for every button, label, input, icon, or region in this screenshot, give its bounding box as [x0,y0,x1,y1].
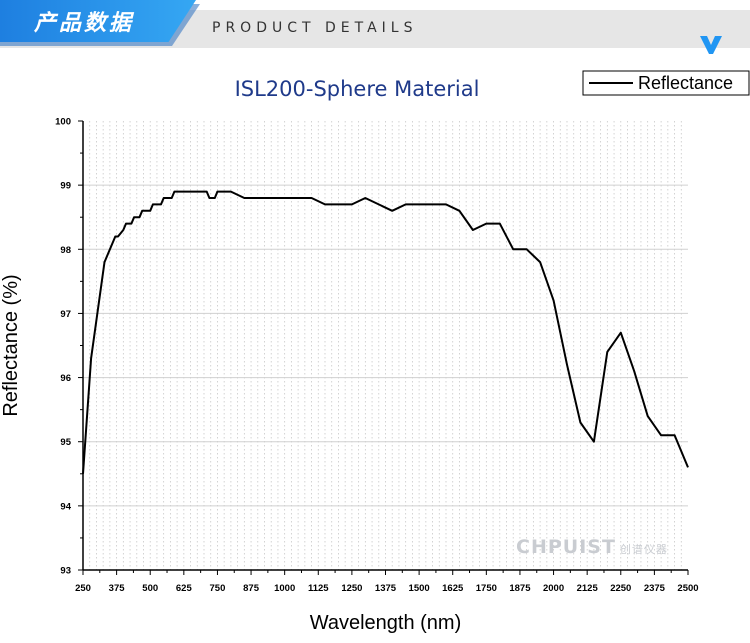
x-tick-label: 1625 [442,583,464,594]
x-tick-label: 1875 [509,583,531,594]
x-tick-label: 2375 [644,583,666,594]
x-tick-label: 750 [210,583,226,594]
y-tick-label: 93 [60,566,71,577]
x-tick-label: 1750 [476,583,497,594]
x-tick-label: 1125 [308,583,329,594]
chart-axes: 250 375 500 625 750 875 1000 1125 1250 1375 1500 16… [55,117,698,595]
y-tick-label: 100 [55,117,71,128]
y-axis-label: Reflectance (%) [0,274,22,416]
banner-title-en: PRODUCT DETAILS [212,20,418,36]
x-tick-label: 625 [176,583,193,594]
x-tick-label: 875 [243,583,260,594]
x-tick-label: 500 [142,583,158,594]
x-tick-label: 2250 [610,583,631,594]
x-tick-label: 250 [75,583,91,594]
banner-tab: 产品数据 [0,0,196,42]
reflectance-chart: ISL200-Sphere Material 250 375 500 625 750 87… [0,70,750,634]
y-tick-label: 98 [60,245,71,256]
watermark-logo: CHPUIST 创谱仪器 [516,536,668,558]
y-tick-label: 97 [60,309,71,320]
chart-legend: Reflectance [582,70,750,96]
chart-title: ISL200-Sphere Material [235,77,480,101]
legend-label: Reflectance [638,73,733,93]
x-tick-label: 1375 [375,583,397,594]
y-tick-label: 99 [60,181,71,192]
x-tick-label: 375 [109,583,126,594]
x-tick-label: 1000 [274,583,295,594]
banner-title-cn: 产品数据 [34,10,135,35]
watermark-brand: CHPUIST [516,536,616,558]
y-tick-label: 96 [60,373,71,384]
x-tick-label: 2125 [577,583,599,594]
section-banner: 产品数据 PRODUCT DETAILS [0,0,750,54]
y-tick-label: 94 [60,501,71,512]
watermark-cn: 创谱仪器 [619,543,668,556]
x-tick-label: 1250 [341,583,362,594]
x-tick-label: 2000 [543,583,564,594]
x-tick-label: 1500 [409,583,430,594]
y-tick-label: 95 [60,437,71,448]
chevron-down-icon [700,36,722,54]
series-line-reflectance [82,190,689,474]
x-tick-label: 2500 [677,583,698,594]
x-axis-label: Wavelength (nm) [310,612,462,634]
chart-grid [83,121,688,570]
chart-series [82,190,689,474]
